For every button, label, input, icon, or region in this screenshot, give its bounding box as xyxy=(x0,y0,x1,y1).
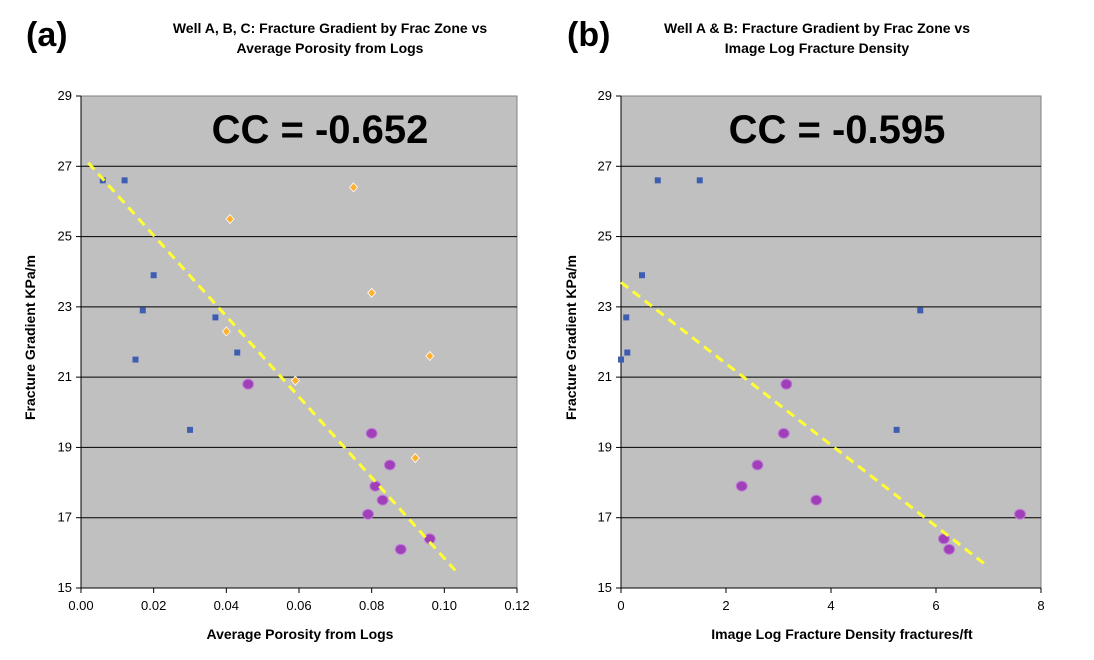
chart-a-correlation: CC = -0.652 xyxy=(211,108,429,152)
chart-b-point-well-a xyxy=(624,349,631,356)
chart-a-point-well-c xyxy=(376,494,389,506)
chart-b-plot-area xyxy=(620,95,1042,589)
chart-b-point-well-b xyxy=(751,459,764,471)
chart-a-point-well-b xyxy=(410,452,420,464)
chart-b-xtick-label: 0 xyxy=(617,598,624,613)
chart-a-ytick-label: 25 xyxy=(58,229,72,244)
chart-b-point-well-a xyxy=(917,307,924,314)
chart-a-xtick-label: 0.12 xyxy=(504,598,529,613)
chart-a-point-well-b xyxy=(348,182,359,193)
chart-a-ytick-label: 15 xyxy=(58,580,72,595)
chart-a-ytick-label: 19 xyxy=(58,439,72,454)
chart-a-point-well-b xyxy=(221,326,231,337)
chart-b-point-well-b xyxy=(780,378,793,390)
chart-a-point-well-b xyxy=(290,375,300,386)
chart-a-point-well-b xyxy=(367,287,377,298)
chart-b-title-line1: Well A & B: Fracture Gradient by Frac Zo… xyxy=(664,20,970,36)
chart-panel-b: (b) Well A & B: Fracture Gradient by Fra… xyxy=(547,0,1094,660)
chart-a-ytick-label: 27 xyxy=(58,158,72,173)
chart-a-xtick-label: 0.00 xyxy=(68,598,93,613)
chart-a-ytick-label: 23 xyxy=(58,299,72,314)
chart-panel-a: (a) Well A, B, C: Fracture Gradient by F… xyxy=(22,16,540,642)
chart-b-svg: 15 17 19 21 23 25 27 29 0 2 4 6 8 xyxy=(598,88,1045,613)
chart-a-xlabel: Average Porosity from Logs xyxy=(206,626,394,642)
chart-a-point-well-a xyxy=(132,356,139,363)
chart-a-xtick-label: 0.04 xyxy=(214,598,239,613)
chart-a-ytick-label: 21 xyxy=(58,369,72,384)
chart-b-point-well-a xyxy=(893,426,900,433)
chart-a-point-well-c xyxy=(242,378,255,390)
chart-a-point-well-a xyxy=(234,349,241,356)
chart-a-point-well-a xyxy=(139,307,146,314)
chart-b-point-well-a xyxy=(639,272,645,279)
panel-label-a: (a) xyxy=(26,16,68,54)
chart-a-xtick-label: 0.10 xyxy=(432,598,457,613)
chart-b-ytick-label: 23 xyxy=(598,299,612,314)
chart-a-title-line1: Well A, B, C: Fracture Gradient by Frac … xyxy=(172,20,488,36)
chart-a-point-well-a xyxy=(121,177,128,184)
chart-b-trendline xyxy=(620,281,990,569)
chart-b-point-well-a xyxy=(696,177,703,184)
chart-b-point-well-b xyxy=(810,494,823,506)
chart-b-point-well-b xyxy=(777,427,790,439)
chart-b-xlabel: Image Log Fracture Density fractures/ft xyxy=(711,626,973,642)
panel-label-b: (b) xyxy=(567,16,611,54)
chart-a-ytick-label: 29 xyxy=(58,88,72,103)
chart-a-xtick-label: 0.08 xyxy=(359,598,384,613)
chart-a-point-well-c xyxy=(362,508,375,520)
chart-a-xtick-label: 0.02 xyxy=(141,598,166,613)
chart-b-ytick-label: 17 xyxy=(598,510,612,525)
chart-a-point-well-c xyxy=(369,480,382,492)
chart-b-correlation: CC = -0.595 xyxy=(728,108,946,152)
chart-b-point-well-a xyxy=(654,177,661,184)
chart-b-xtick-label: 4 xyxy=(827,598,834,613)
chart-b-xtick-label: 6 xyxy=(932,598,939,613)
chart-b-ytick-label: 15 xyxy=(598,580,612,595)
chart-b-point-well-a xyxy=(623,314,630,321)
chart-a-ytick-label: 17 xyxy=(58,510,72,525)
chart-b-point-well-b xyxy=(735,480,748,492)
chart-a-title: Well A, B, C: Fracture Gradient by Frac … xyxy=(120,18,540,58)
chart-a-svg: 15 17 19 21 23 25 27 29 0.00 0.02 0.04 0.06 0.08 0.10… xyxy=(58,88,530,613)
chart-b-point-well-b xyxy=(943,543,956,555)
chart-b-ytick-label: 29 xyxy=(598,88,612,103)
chart-b-title: Well A & B: Fracture Gradient by Frac Zo… xyxy=(607,18,1027,58)
chart-a-point-well-a xyxy=(187,426,193,433)
chart-b-xtick-label: 2 xyxy=(722,598,729,613)
chart-b-ytick-label: 27 xyxy=(598,158,612,173)
chart-b-ytick-label: 19 xyxy=(598,439,612,454)
chart-a-point-well-c xyxy=(365,427,378,439)
chart-b-point-well-a xyxy=(618,356,624,363)
chart-a-point-well-b xyxy=(225,213,235,225)
chart-b-ytick-label: 25 xyxy=(598,229,612,244)
chart-b-xtick-label: 8 xyxy=(1037,598,1044,613)
chart-a-title-line2: Average Porosity from Logs xyxy=(236,40,424,56)
chart-b-ytick-label: 21 xyxy=(598,369,612,384)
chart-a-point-well-c xyxy=(383,459,396,471)
chart-a-xtick-label: 0.06 xyxy=(286,598,311,613)
chart-a-point-well-a xyxy=(212,314,219,321)
chart-a-plot-area xyxy=(80,95,518,589)
chart-a-point-well-b xyxy=(425,350,435,362)
chart-b-title-line2: Image Log Fracture Density xyxy=(724,40,910,56)
chart-a-trendline xyxy=(87,161,457,572)
chart-b-point-well-b xyxy=(1014,508,1026,520)
chart-a-point-well-a xyxy=(150,272,157,279)
chart-a-point-well-c xyxy=(394,543,407,555)
